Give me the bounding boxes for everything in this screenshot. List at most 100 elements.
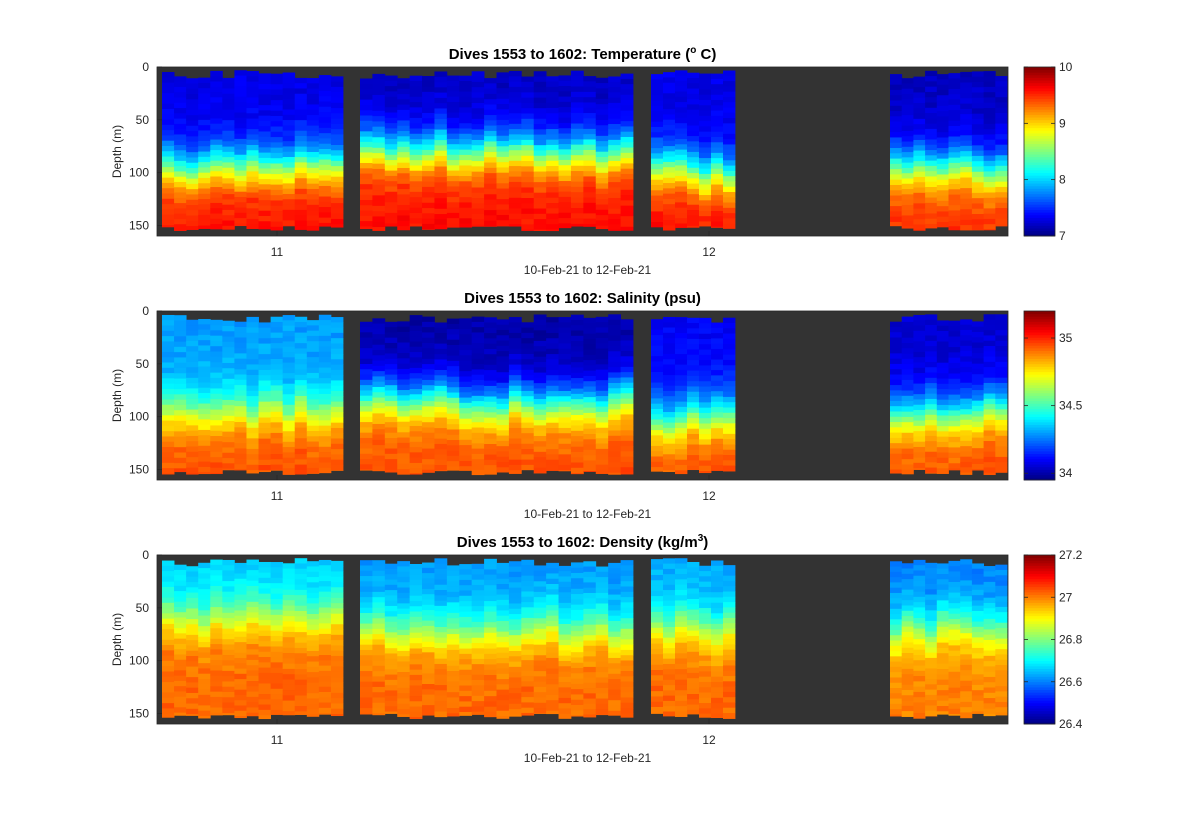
data-cell xyxy=(901,679,914,686)
data-cell xyxy=(397,650,411,657)
data-cell xyxy=(294,167,308,174)
data-cell xyxy=(890,635,903,641)
data-cell xyxy=(699,655,712,662)
data-cell xyxy=(270,704,284,711)
data-cell xyxy=(210,113,223,119)
data-cell xyxy=(925,314,938,321)
data-cell xyxy=(384,406,398,412)
data-cell xyxy=(971,198,984,204)
data-cell xyxy=(723,112,736,119)
data-cell xyxy=(246,665,259,671)
data-cell xyxy=(360,89,373,95)
data-cell xyxy=(446,96,460,103)
data-cell xyxy=(663,632,676,638)
data-cell xyxy=(533,145,547,151)
data-cell xyxy=(995,377,1008,384)
data-cell xyxy=(890,353,903,360)
data-cell xyxy=(222,151,235,158)
data-cell xyxy=(983,197,996,204)
data-cell xyxy=(360,226,373,230)
data-cell xyxy=(434,401,448,408)
data-cell xyxy=(446,697,460,704)
data-cell xyxy=(651,648,664,655)
data-cell xyxy=(471,648,485,654)
data-cell xyxy=(186,204,199,211)
data-cell xyxy=(521,390,535,397)
data-cell xyxy=(270,343,284,349)
data-cell xyxy=(533,708,547,714)
data-cell xyxy=(198,631,211,638)
data-cell xyxy=(663,209,676,216)
data-cell xyxy=(409,420,423,427)
data-cell xyxy=(583,703,597,710)
data-cell xyxy=(446,639,460,646)
data-cell xyxy=(521,76,535,83)
data-cell xyxy=(890,698,903,705)
data-cell xyxy=(983,425,996,431)
data-cell xyxy=(318,222,332,227)
data-cell xyxy=(913,457,926,464)
data-cell xyxy=(663,338,676,344)
data-cell xyxy=(995,612,1008,618)
data-cell xyxy=(222,591,235,598)
data-cell xyxy=(583,619,597,626)
data-cell xyxy=(936,378,949,385)
data-cell xyxy=(620,597,634,603)
data-cell xyxy=(234,86,247,92)
data-cell xyxy=(360,607,373,614)
data-cell xyxy=(570,171,584,177)
data-cell xyxy=(570,652,584,658)
data-cell xyxy=(198,461,211,468)
data-cell xyxy=(890,348,903,354)
data-cell xyxy=(372,94,386,101)
data-cell xyxy=(282,690,296,696)
data-cell xyxy=(210,654,223,661)
data-cell xyxy=(198,657,211,664)
data-cell xyxy=(422,604,435,611)
data-cell xyxy=(318,686,332,693)
data-cell xyxy=(925,679,938,685)
data-cell xyxy=(913,87,926,93)
data-cell xyxy=(246,433,259,439)
data-cell xyxy=(711,560,724,567)
data-cell xyxy=(913,118,926,125)
data-cell xyxy=(234,416,247,423)
data-cell xyxy=(186,173,199,179)
data-cell xyxy=(711,221,724,228)
data-cell xyxy=(459,434,473,441)
data-cell xyxy=(210,399,223,405)
data-cell xyxy=(330,417,344,424)
colorbar-swatch xyxy=(1024,464,1055,468)
data-cell xyxy=(409,643,423,649)
data-cell xyxy=(484,125,497,132)
data-cell xyxy=(397,83,411,90)
data-cell xyxy=(174,373,187,379)
data-cell xyxy=(890,561,903,567)
data-cell xyxy=(925,472,938,474)
data-cell xyxy=(246,155,259,162)
data-cell xyxy=(546,459,559,466)
data-cell xyxy=(521,396,535,402)
data-cell xyxy=(210,155,223,162)
data-cell xyxy=(318,436,332,442)
data-cell xyxy=(901,353,914,360)
data-cell xyxy=(901,689,914,696)
data-cell xyxy=(459,460,473,467)
data-cell xyxy=(936,330,949,337)
data-cell xyxy=(663,443,676,450)
data-cell xyxy=(422,160,435,167)
data-cell xyxy=(651,461,664,468)
data-cell xyxy=(913,394,926,400)
data-cell xyxy=(595,640,609,647)
data-cell xyxy=(471,616,485,623)
data-cell xyxy=(258,215,271,222)
colorbar-swatch xyxy=(1024,169,1055,174)
data-cell xyxy=(330,650,344,657)
data-cell xyxy=(890,332,903,338)
data-cell xyxy=(711,110,724,117)
data-cell xyxy=(222,188,235,195)
data-cell xyxy=(318,330,332,337)
data-cell xyxy=(258,120,271,127)
data-cell xyxy=(422,395,435,402)
data-cell xyxy=(521,224,535,231)
